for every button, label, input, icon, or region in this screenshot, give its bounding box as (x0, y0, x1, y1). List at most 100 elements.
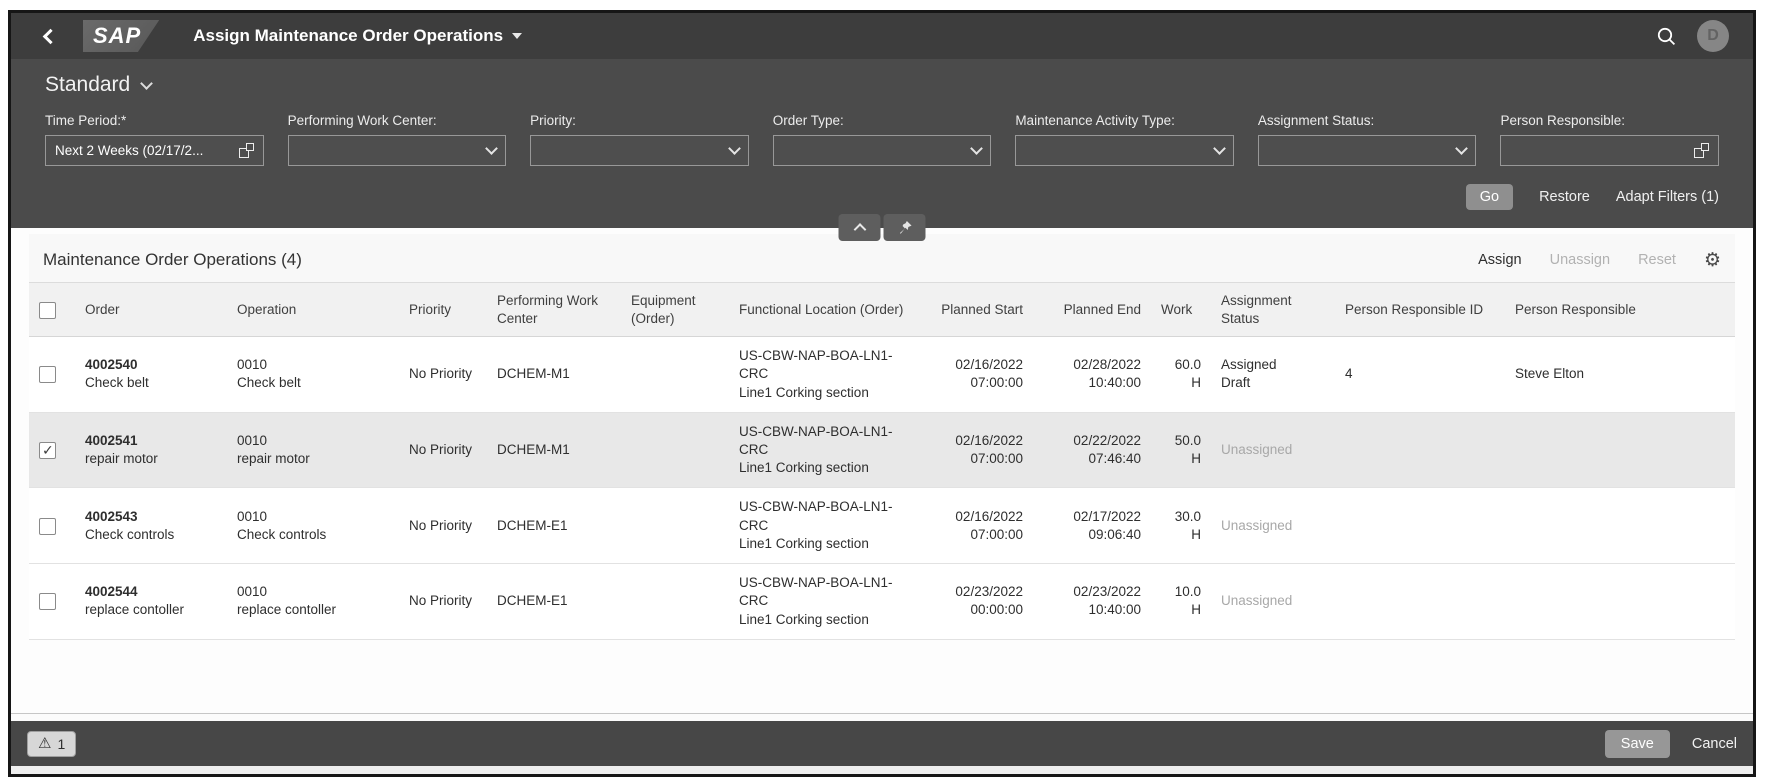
table-row[interactable]: 4002541 repair motor 0010 repair motor No … (29, 412, 1735, 488)
unassign-button[interactable]: Unassign (1549, 252, 1611, 268)
value-help-icon[interactable] (1694, 143, 1710, 158)
column-header-planned-start[interactable]: Planned Start (941, 301, 1023, 317)
variant-selector[interactable]: Standard (11, 59, 1753, 99)
person-responsible-id: 4 (1345, 366, 1353, 382)
app-title-menu[interactable]: Assign Maintenance Order Operations (193, 26, 523, 46)
collapse-filter-button[interactable] (838, 214, 881, 241)
planned-end-time: 10:40:00 (1088, 375, 1141, 391)
user-avatar[interactable]: D (1697, 20, 1729, 52)
performing-work-center-select[interactable] (287, 135, 507, 166)
reset-button[interactable]: Reset (1638, 252, 1676, 268)
row-checkbox[interactable] (39, 441, 56, 460)
pin-filter-button[interactable] (883, 214, 926, 241)
table-title: Maintenance Order Operations (4) (43, 250, 302, 269)
work-unit: H (1191, 602, 1201, 618)
chevron-down-icon (970, 142, 984, 155)
app-window: SAP Assign Maintenance Order Operations … (8, 10, 1756, 777)
column-header-equipment[interactable]: Equipment (Order) (631, 293, 696, 326)
pin-icon (899, 220, 912, 234)
shell-bar: SAP Assign Maintenance Order Operations … (11, 13, 1753, 59)
table-row[interactable]: 4002544 replace contoller 0010 replace con… (29, 563, 1735, 640)
title-dropdown-icon (512, 33, 523, 44)
maintenance-activity-type-select[interactable] (1015, 135, 1234, 166)
column-header-planned-end[interactable]: Planned End (1063, 301, 1141, 317)
operation-description: Check controls (237, 526, 327, 542)
planned-start-time: 07:00:00 (970, 526, 1023, 542)
chevron-left-icon (42, 28, 58, 44)
functional-location: US-CBW-NAP-BOA-LN1-CRC (739, 348, 893, 382)
operation-description: Check belt (237, 375, 301, 391)
person-responsible: Steve Elton (1515, 366, 1585, 382)
time-period-input[interactable]: Next 2 Weeks (02/17/2... (45, 135, 264, 166)
operation-number: 0010 (237, 357, 268, 373)
order-type-select[interactable] (772, 135, 992, 166)
functional-location: US-CBW-NAP-BOA-LN1-CRC (739, 423, 893, 457)
chevron-down-icon (485, 142, 499, 155)
time-period-value: Next 2 Weeks (02/17/2... (55, 143, 204, 158)
filter-time-period: Time Period:* Next 2 Weeks (02/17/2... (45, 113, 264, 166)
priority: No Priority (409, 593, 473, 609)
planned-end-time: 09:06:40 (1088, 526, 1141, 542)
order-description: Check belt (85, 375, 149, 391)
assignment-status: Unassigned (1221, 593, 1293, 609)
messages-button[interactable]: ⚠ 1 (27, 730, 77, 757)
planned-end-time: 07:46:40 (1088, 451, 1141, 467)
sap-logo: SAP (83, 20, 160, 52)
settings-gear-icon[interactable]: ⚙ (1703, 249, 1721, 271)
order-number: 4002543 (85, 508, 138, 524)
performing-work-center: DCHEM-M1 (497, 366, 570, 382)
column-header-order[interactable]: Order (85, 301, 120, 317)
filter-actions: Go Restore Adapt Filters (1) (11, 170, 1753, 228)
adapt-filters-button[interactable]: Adapt Filters (1) (1615, 189, 1719, 205)
operation-description: replace contoller (237, 602, 337, 618)
table-row[interactable]: 4002543 Check controls 0010 Check controls… (29, 487, 1735, 564)
row-checkbox[interactable] (39, 366, 56, 384)
operation-description: repair motor (237, 451, 310, 467)
column-header-person-responsible-id[interactable]: Person Responsible ID (1345, 301, 1484, 317)
filter-section: Standard Time Period:* Next 2 Weeks (02/… (11, 59, 1753, 241)
column-header-assignment-status[interactable]: Assignment Status (1221, 293, 1292, 326)
row-checkbox[interactable] (39, 517, 56, 535)
bottom-strip (11, 766, 1753, 774)
column-header-functional-location[interactable]: Functional Location (Order) (739, 301, 904, 317)
order-number: 4002540 (85, 357, 138, 373)
chevron-down-icon (1455, 142, 1469, 155)
save-button[interactable]: Save (1604, 729, 1670, 758)
row-checkbox[interactable] (39, 593, 56, 611)
filter-label: Time Period: (45, 113, 122, 128)
back-button[interactable] (35, 23, 61, 49)
search-button[interactable] (1651, 21, 1681, 51)
table-row[interactable]: 4002540 Check belt 0010 Check belt No Prio… (29, 336, 1735, 413)
performing-work-center: DCHEM-M1 (497, 441, 570, 457)
work-unit: H (1191, 526, 1201, 542)
filter-label: Order Type: (772, 113, 844, 128)
planned-start-date: 02/16/2022 (955, 432, 1023, 448)
filter-label: Performing Work Center: (287, 113, 437, 128)
operations-table: Order Operation Priority Performing Work… (29, 282, 1735, 640)
table-header-row: Order Operation Priority Performing Work… (29, 282, 1735, 337)
priority-select[interactable] (530, 135, 749, 166)
cancel-button[interactable]: Cancel (1691, 735, 1737, 752)
value-help-icon[interactable] (238, 143, 254, 158)
select-all-checkbox[interactable] (39, 301, 56, 319)
go-button[interactable]: Go (1465, 184, 1514, 210)
restore-button[interactable]: Restore (1539, 189, 1590, 205)
functional-location-description: Line1 Corking section (739, 384, 869, 400)
assignment-status-select[interactable] (1257, 135, 1477, 166)
performing-work-center: DCHEM-E1 (497, 517, 568, 533)
footer-bar: ⚠ 1 Save Cancel (11, 721, 1753, 766)
app-title: Assign Maintenance Order Operations (193, 26, 504, 45)
column-header-performing-work-center[interactable]: Performing Work Center (497, 293, 599, 326)
person-responsible-input[interactable] (1500, 135, 1720, 166)
functional-location-description: Line1 Corking section (739, 535, 869, 551)
column-header-person-responsible[interactable]: Person Responsible (1515, 301, 1636, 317)
filter-label: Person Responsible: (1500, 113, 1626, 128)
priority: No Priority (409, 517, 473, 533)
column-header-priority[interactable]: Priority (409, 301, 452, 317)
work-value: 50.0 (1174, 432, 1201, 448)
order-number: 4002544 (85, 584, 138, 600)
performing-work-center: DCHEM-E1 (497, 593, 568, 609)
column-header-work[interactable]: Work (1161, 301, 1193, 317)
column-header-operation[interactable]: Operation (237, 301, 297, 317)
assign-button[interactable]: Assign (1478, 252, 1522, 268)
